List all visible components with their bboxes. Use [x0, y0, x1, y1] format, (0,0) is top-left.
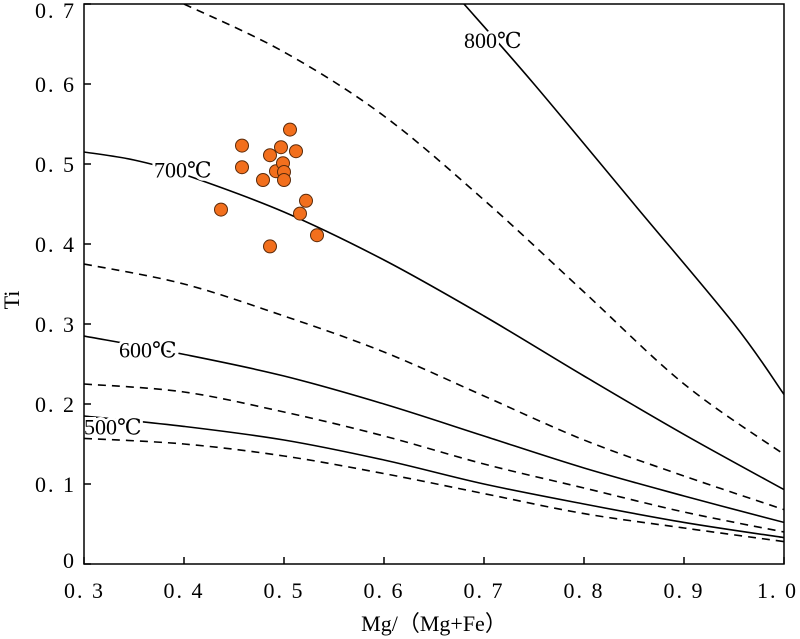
y-tick-label: 0. 3	[35, 312, 76, 337]
data-point	[274, 140, 288, 155]
data-point	[235, 138, 249, 153]
x-tick-label: 0. 4	[164, 578, 205, 603]
data-point	[277, 173, 291, 187]
y-tick-label: 0. 1	[35, 472, 76, 497]
x-tick-label: 1. 0	[757, 578, 798, 603]
y-tick-label: 0. 2	[35, 392, 76, 417]
isotherm-label: 800℃	[464, 28, 522, 53]
plot-background	[84, 4, 784, 564]
y-tick-label: 0. 7	[35, 0, 76, 23]
y-axis-ticks: 0 0. 1 0. 2 0. 3 0. 4 0. 5 0. 6 0. 7	[35, 0, 91, 573]
x-tick-label: 0. 9	[664, 578, 705, 603]
data-point	[310, 228, 324, 243]
data-point	[299, 193, 313, 208]
y-tick-label: 0. 6	[35, 72, 76, 97]
x-axis-ticks: 0. 3 0. 4 0. 5 0. 6 0. 7 0. 8 0. 9 1. 0	[64, 557, 798, 603]
data-point	[263, 148, 277, 163]
y-tick-label: 0. 5	[35, 152, 76, 177]
y-tick-label: 0. 4	[35, 232, 76, 257]
isotherm-labels: 800℃ 700℃ 600℃ 500℃	[81, 25, 525, 442]
y-tick-label: 0	[63, 548, 76, 573]
x-tick-label: 0. 7	[464, 578, 505, 603]
data-points	[214, 122, 324, 254]
data-point	[263, 239, 277, 254]
data-point	[235, 160, 249, 175]
isotherm-dashed-line	[84, 383, 784, 533]
isotherm-label: 500℃	[84, 414, 142, 439]
isotherm-line	[463, 4, 784, 395]
plot-frame	[83, 3, 785, 565]
data-point	[293, 206, 307, 221]
data-point	[289, 144, 303, 159]
x-tick-label: 0. 5	[264, 578, 305, 603]
y-axis-label: Ti	[0, 291, 24, 310]
isotherm-label: 600℃	[119, 338, 177, 363]
isotherm-dashed-line	[84, 263, 784, 511]
isotherm-line	[84, 335, 784, 524]
data-point	[214, 202, 228, 217]
x-tick-label: 0. 8	[564, 578, 605, 603]
isotherm-label: 700℃	[154, 158, 212, 183]
x-tick-label: 0. 3	[64, 578, 105, 603]
data-point	[256, 173, 270, 187]
isotherm-dashed-line	[183, 4, 784, 456]
isotherm-line	[84, 415, 784, 539]
x-axis-label: Mg/（Mg+Fe）	[361, 611, 507, 636]
isotherm-curves	[84, 4, 784, 543]
x-tick-label: 0. 6	[364, 578, 405, 603]
isotherm-line	[84, 151, 784, 491]
data-point	[283, 122, 297, 137]
isotherm-dashed-line	[84, 437, 784, 543]
